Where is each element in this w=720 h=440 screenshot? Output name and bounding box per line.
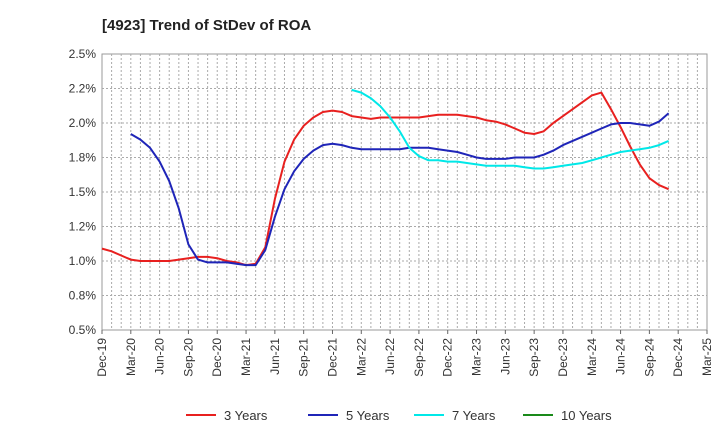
legend-label: 7 Years xyxy=(452,408,496,423)
x-tick-label: Jun-21 xyxy=(268,338,282,375)
x-tick-label: Dec-24 xyxy=(671,338,685,377)
series-lines xyxy=(101,88,670,267)
chart-title: [4923] Trend of StDev of ROA xyxy=(102,17,311,34)
x-axis: Dec-19 Mar-20 Jun-20 Sep-20 Dec-20 Mar-21 Jun-… xyxy=(95,330,714,377)
x-tick-label: Sep-24 xyxy=(642,338,656,377)
plot-area xyxy=(101,53,708,331)
y-tick-label: 0.5% xyxy=(69,323,97,337)
y-tick-label: 2.2% xyxy=(69,82,97,96)
y-tick-label: 1.0% xyxy=(69,254,97,268)
x-tick-label: Sep-23 xyxy=(527,338,541,377)
legend-label: 10 Years xyxy=(561,408,612,423)
x-tick-label: Mar-23 xyxy=(470,338,484,376)
y-tick-label: 2.0% xyxy=(69,116,97,130)
x-tick-label: Mar-21 xyxy=(239,338,253,376)
x-tick-label: Mar-24 xyxy=(585,338,599,376)
x-tick-label: Sep-20 xyxy=(181,338,195,377)
series-line-5-years xyxy=(130,112,670,267)
x-tick-label: Dec-21 xyxy=(325,338,339,377)
series-line-7-years xyxy=(351,88,670,170)
x-tick-label: Sep-21 xyxy=(297,338,311,377)
x-tick-label: Jun-24 xyxy=(614,338,628,375)
legend-label: 3 Years xyxy=(224,408,268,423)
y-tick-label: 1.5% xyxy=(69,185,97,199)
x-tick-label: Jun-23 xyxy=(498,338,512,375)
y-tick-label: 1.2% xyxy=(69,220,97,234)
x-tick-label: Mar-20 xyxy=(124,338,138,376)
x-tick-label: Dec-20 xyxy=(210,338,224,377)
x-tick-label: Jun-20 xyxy=(153,338,167,375)
x-tick-label: Sep-22 xyxy=(412,338,426,377)
x-tick-label: Mar-22 xyxy=(354,338,368,376)
y-tick-label: 0.8% xyxy=(69,289,97,303)
x-tick-label: Dec-23 xyxy=(556,338,570,377)
y-tick-label: 2.5% xyxy=(69,47,97,61)
legend: 3 Years 5 Years 7 Years 10 Years xyxy=(186,408,612,423)
y-tick-label: 1.8% xyxy=(69,151,97,165)
legend-label: 5 Years xyxy=(346,408,390,423)
grid xyxy=(102,54,707,330)
x-tick-label: Mar-25 xyxy=(700,338,714,376)
x-tick-label: Dec-19 xyxy=(95,338,109,377)
x-tick-label: Dec-22 xyxy=(441,338,455,377)
x-tick-label: Jun-22 xyxy=(383,338,397,375)
y-axis: 0.5% 0.8% 1.0% 1.2% 1.5% 1.8% 2.0% 2.2% 2.5% xyxy=(69,47,97,337)
